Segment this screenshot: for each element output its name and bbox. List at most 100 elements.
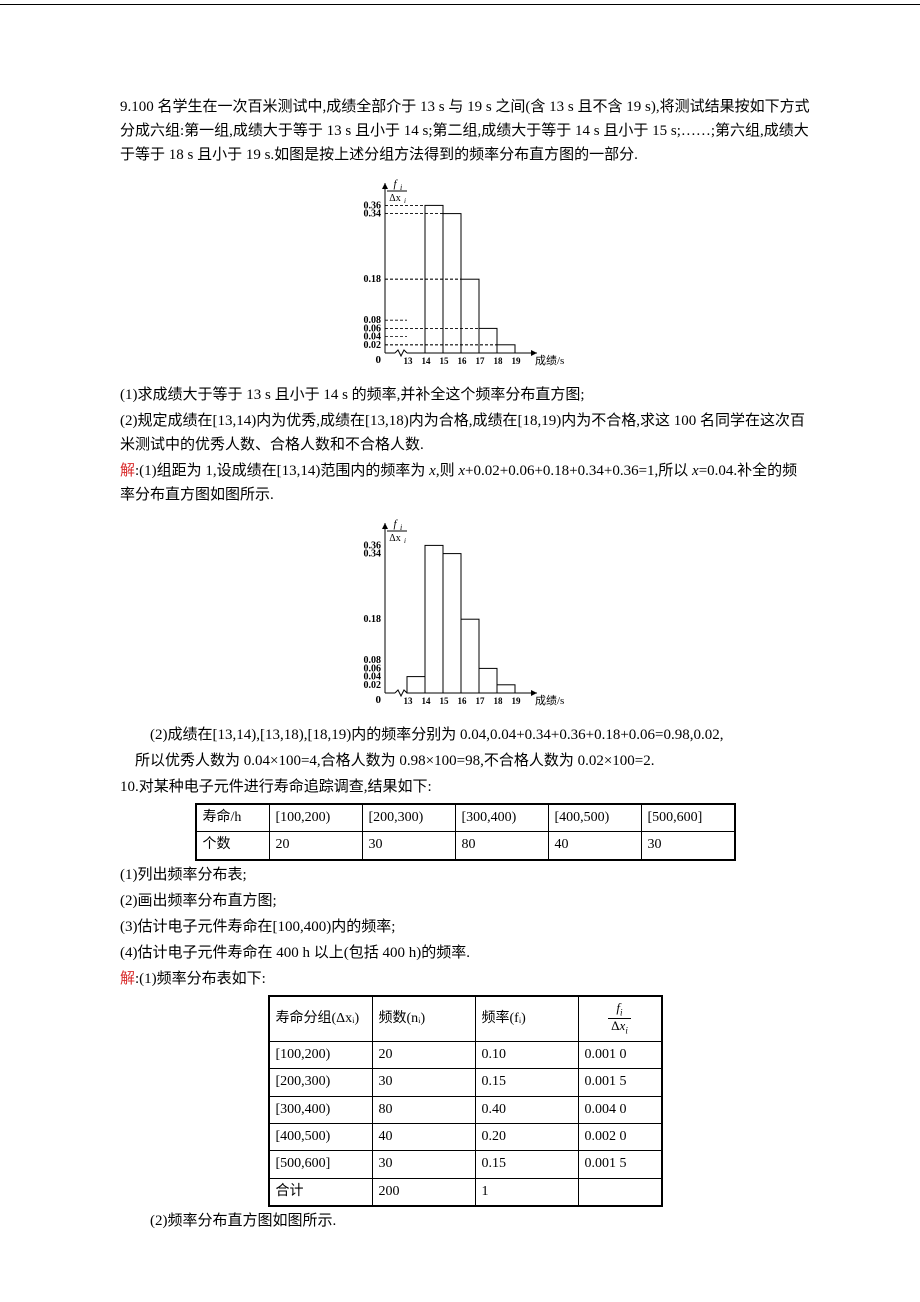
table-cell: 80	[372, 1096, 475, 1123]
table-cell: 0.001 5	[578, 1151, 662, 1178]
q9-sol2b: 所以优秀人数为 0.04×100=4,合格人数为 0.98×100=98,不合格…	[120, 749, 810, 773]
svg-text:18: 18	[494, 696, 504, 706]
svg-text:0.18: 0.18	[364, 274, 382, 285]
q10-sol2: (2)频率分布直方图如图所示.	[120, 1209, 810, 1233]
q9-sub2: (2)规定成绩在[13,14)内为优秀,成绩在[13,18)内为合格,成绩在[1…	[120, 409, 810, 457]
svg-text:17: 17	[476, 356, 486, 366]
table-cell: 200	[372, 1178, 475, 1206]
svg-text:13: 13	[404, 356, 414, 366]
q9-hist1-wrap: fiΔxi0.020.040.060.080.180.340.360131415…	[120, 171, 810, 381]
sol-label: 解	[120, 971, 135, 987]
table-cell	[578, 1178, 662, 1206]
table-cell: [500,600]	[269, 1151, 373, 1178]
table-cell: 30	[641, 832, 735, 860]
svg-text:14: 14	[422, 696, 432, 706]
q9-histogram-2: fiΔxi0.020.040.060.080.180.340.360131415…	[335, 511, 595, 721]
q9-sol2: (2)成绩在[13,14),[13,18),[18,19)内的频率分别为 0.0…	[120, 723, 810, 747]
table-cell: 20	[269, 832, 362, 860]
svg-text:18: 18	[494, 356, 504, 366]
svg-text:16: 16	[458, 356, 468, 366]
svg-text:17: 17	[476, 696, 486, 706]
table-cell: 0.15	[475, 1151, 578, 1178]
table-cell: 0.001 0	[578, 1041, 662, 1068]
table-cell: [400,500)	[269, 1123, 373, 1150]
q10-table1-wrap: 寿命/h[100,200)[200,300)[300,400)[400,500)…	[120, 803, 810, 861]
q10-stem: 10.对某种电子元件进行寿命追踪调查,结果如下:	[120, 775, 810, 799]
q9-hist2-wrap: fiΔxi0.020.040.060.080.180.340.360131415…	[120, 511, 810, 721]
q10-table2-wrap: 寿命分组(Δxᵢ)频数(nᵢ)频率(fᵢ)fiΔxi[100,200)200.1…	[120, 995, 810, 1207]
q10-table2: 寿命分组(Δxᵢ)频数(nᵢ)频率(fᵢ)fiΔxi[100,200)200.1…	[268, 995, 663, 1207]
table-cell: [300,400)	[269, 1096, 373, 1123]
svg-text:Δx: Δx	[389, 533, 400, 544]
svg-text:0.08: 0.08	[364, 655, 382, 666]
table-cell: 0.002 0	[578, 1123, 662, 1150]
table-cell: 0.15	[475, 1069, 578, 1096]
svg-text:0: 0	[376, 694, 382, 706]
svg-text:19: 19	[512, 356, 522, 366]
table-cell: 0.001 5	[578, 1069, 662, 1096]
q10-sol1: 解:(1)频率分布表如下:	[120, 967, 810, 991]
sol-label: 解	[120, 463, 135, 479]
table-cell: 1	[475, 1178, 578, 1206]
table-cell: 80	[455, 832, 548, 860]
table-cell: [200,300)	[269, 1069, 373, 1096]
table-cell: 0.10	[475, 1041, 578, 1068]
svg-text:0.36: 0.36	[364, 200, 382, 211]
table-cell: 寿命/h	[196, 804, 270, 832]
table-cell: [300,400)	[455, 804, 548, 832]
table-cell: 30	[362, 832, 455, 860]
q10-sub4: (4)估计电子元件寿命在 400 h 以上(包括 400 h)的频率.	[120, 941, 810, 965]
svg-text:13: 13	[404, 696, 414, 706]
table-cell: 0.004 0	[578, 1096, 662, 1123]
page: 9.100 名学生在一次百米测试中,成绩全部介于 13 s 与 19 s 之间(…	[0, 4, 920, 1275]
q9-sol1-b: ,则	[436, 463, 459, 479]
svg-text:0.08: 0.08	[364, 315, 382, 326]
q10-sol1-text: :(1)频率分布表如下:	[135, 971, 266, 987]
table-cell: [100,200)	[269, 1041, 373, 1068]
table-cell: [500,600]	[641, 804, 735, 832]
table-cell: 0.40	[475, 1096, 578, 1123]
table-header-cell: 频数(nᵢ)	[372, 996, 475, 1042]
q10-sub3: (3)估计电子元件寿命在[100,400)内的频率;	[120, 915, 810, 939]
svg-text:16: 16	[458, 696, 468, 706]
table-cell: 30	[372, 1069, 475, 1096]
svg-text:f: f	[393, 178, 398, 190]
svg-text:0.36: 0.36	[364, 540, 382, 551]
q9-sub1: (1)求成绩大于等于 13 s 且小于 14 s 的频率,并补全这个频率分布直方…	[120, 383, 810, 407]
q10-sub1: (1)列出频率分布表;	[120, 863, 810, 887]
q9-sol1-d: +0.02+0.06+0.18+0.34+0.36=1,所以	[465, 463, 692, 479]
q9-sol1-e: x	[692, 463, 699, 479]
svg-text:0.18: 0.18	[364, 614, 382, 625]
q9-sol1: 解:(1)组距为 1,设成绩在[13,14)范围内的频率为 x,则 x+0.02…	[120, 459, 810, 507]
q10-sub2: (2)画出频率分布直方图;	[120, 889, 810, 913]
svg-text:f: f	[393, 518, 398, 530]
table-header-cell: 寿命分组(Δxᵢ)	[269, 996, 373, 1042]
table-cell: 40	[372, 1123, 475, 1150]
table-cell: [400,500)	[548, 804, 641, 832]
table-cell: 20	[372, 1041, 475, 1068]
svg-text:14: 14	[422, 356, 432, 366]
svg-text:成绩/s: 成绩/s	[535, 694, 564, 707]
svg-text:i: i	[404, 537, 406, 545]
table-cell: 40	[548, 832, 641, 860]
table-cell: [100,200)	[269, 804, 362, 832]
svg-text:Δx: Δx	[389, 193, 400, 204]
table-cell: 个数	[196, 832, 270, 860]
table-header-cell: fiΔxi	[578, 996, 662, 1042]
svg-text:19: 19	[512, 696, 522, 706]
q9-sol1-a: :(1)组距为 1,设成绩在[13,14)范围内的频率为	[135, 463, 429, 479]
q9-stem: 9.100 名学生在一次百米测试中,成绩全部介于 13 s 与 19 s 之间(…	[120, 95, 810, 167]
q9-sol1-x: x	[429, 463, 436, 479]
q10-table1: 寿命/h[100,200)[200,300)[300,400)[400,500)…	[195, 803, 736, 861]
table-cell: 30	[372, 1151, 475, 1178]
table-cell: 0.20	[475, 1123, 578, 1150]
svg-text:15: 15	[440, 696, 450, 706]
svg-text:0: 0	[376, 354, 382, 366]
svg-text:i: i	[404, 197, 406, 205]
svg-text:15: 15	[440, 356, 450, 366]
svg-text:成绩/s: 成绩/s	[535, 354, 564, 367]
q9-histogram-1: fiΔxi0.020.040.060.080.180.340.360131415…	[335, 171, 595, 381]
table-cell: [200,300)	[362, 804, 455, 832]
table-cell: 合计	[269, 1178, 373, 1206]
table-header-cell: 频率(fᵢ)	[475, 996, 578, 1042]
